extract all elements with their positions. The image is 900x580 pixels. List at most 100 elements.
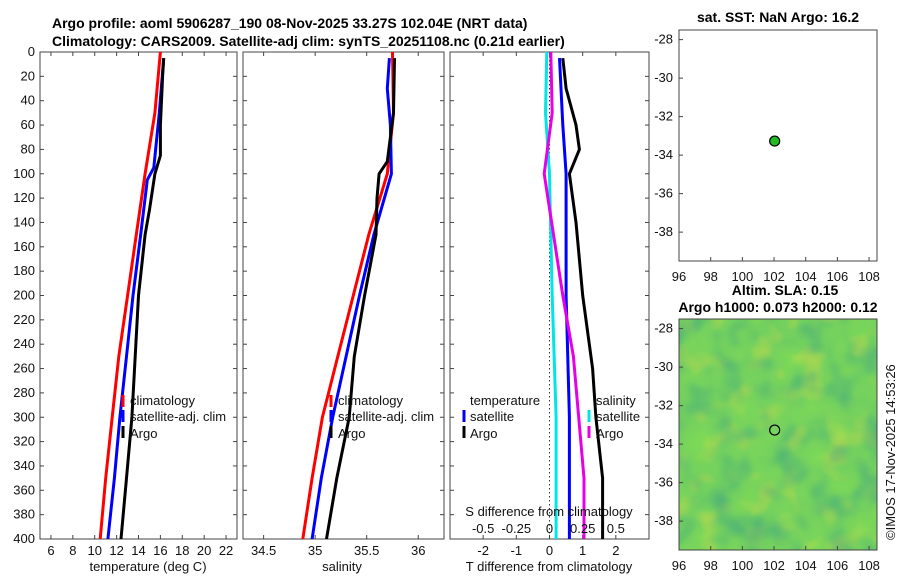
depth-tick-label: 0 (28, 44, 35, 59)
depth-tick-label: 100 (13, 166, 35, 181)
t-difference-xlabel: T difference from climatology (466, 559, 633, 574)
depth-tick-label: 160 (13, 239, 35, 254)
s-tick-label: -0.5 (472, 521, 494, 536)
x-tick-label: 10 (87, 543, 101, 558)
lon-tick-label: 102 (763, 269, 785, 284)
legend-label-argo: Argo (338, 426, 365, 441)
depth-tick-label: 60 (21, 117, 35, 132)
x-tick-label: 14 (131, 543, 145, 558)
x-tick-label: -2 (477, 543, 489, 558)
depth-tick-label: 320 (13, 434, 35, 449)
x-tick-label: 22 (219, 543, 233, 558)
lat-tick-label: -32 (654, 398, 673, 413)
series-line-salinity-argo (542, 52, 586, 539)
series-line-salinity-satellite (544, 52, 558, 539)
x-tick-label: 35.5 (354, 543, 379, 558)
s-tick-label: -0.25 (502, 521, 532, 536)
depth-tick-label: 120 (13, 190, 35, 205)
x-tick-label: 0 (546, 543, 553, 558)
x-tick-label: 6 (47, 543, 54, 558)
temperature-panel: 0 20 40 60 80 100 120 140 160 180 200 220 240 260 280 3… (13, 44, 238, 574)
lon-tick-label: 98 (703, 269, 717, 284)
depth-tick-label: 220 (13, 312, 35, 327)
depth-tick-label: 200 (13, 288, 35, 303)
lon-tick-label: 98 (703, 558, 717, 573)
lat-tick-label: -38 (654, 224, 673, 239)
x-tick-label: 12 (109, 543, 123, 558)
lon-tick-label: 102 (763, 558, 785, 573)
lon-tick-label: 96 (672, 269, 686, 284)
depth-tick-label: 300 (13, 409, 35, 424)
sla-map-panel: Altim. SLA: 0.15 Argo h1000: 0.073 h2000… (654, 282, 880, 573)
legend-title-temperature: temperature (470, 393, 540, 408)
series-line-argo (119, 58, 166, 539)
depth-tick-label: 340 (13, 458, 35, 473)
s-tick-label: 0.25 (570, 521, 595, 536)
depth-tick-label: 240 (13, 336, 35, 351)
s-tick-label: 0.5 (607, 521, 625, 536)
temperature-series (98, 52, 166, 539)
lat-tick-label: -36 (654, 186, 673, 201)
x-tick-label: 16 (153, 543, 167, 558)
lat-tick-label: -28 (654, 32, 673, 47)
depth-tick-label: 40 (21, 93, 35, 108)
x-tick-label: 2 (612, 543, 619, 558)
series-line-temperature-satellite (558, 58, 571, 539)
salinity-panel: 34.5 35 35.5 36 salinity climatology satell… (242, 51, 445, 574)
x-tick-label: 36 (411, 543, 425, 558)
sst-map-title: sat. SST: NaN Argo: 16.2 (697, 9, 859, 25)
lat-tick-label: -36 (654, 475, 673, 490)
lon-tick-label: 100 (732, 269, 754, 284)
lat-tick-label: -30 (654, 70, 673, 85)
figure-title-line1: Argo profile: aoml 5906287_190 08-Nov-20… (52, 15, 527, 31)
s-difference-label: S difference from climatology (465, 504, 633, 519)
lat-tick-label: -34 (654, 436, 673, 451)
legend-label-t-satellite: satellite (470, 409, 514, 424)
depth-tick-label: 360 (13, 482, 35, 497)
lon-tick-label: 106 (827, 558, 849, 573)
difference-legend-salinity: salinity satellite Argo (587, 393, 640, 441)
sla-map-box (678, 318, 878, 551)
sst-map-panel: sat. SST: NaN Argo: 16.2 96 98 100 102 104 10… (654, 9, 880, 284)
x-tick-label: 18 (175, 543, 189, 558)
legend-title-salinity: salinity (596, 393, 636, 408)
legend-label-satellite: satellite-adj. clim (130, 409, 226, 424)
series-line-temperature-argo (561, 57, 605, 539)
lat-tick-label: -28 (654, 321, 673, 336)
sla-map-points (769, 424, 781, 436)
series-line-satellite-adj-clim (310, 57, 393, 539)
legend-label-climatology: climatology (130, 393, 196, 408)
depth-tick-label: 80 (21, 141, 35, 156)
depth-tick-label: 380 (13, 507, 35, 522)
x-tick-label: 20 (197, 543, 211, 558)
sla-map-ticks: 96 98 100 102 104 106 108 -28 -30 -32 -34 -36 -38 (654, 321, 880, 573)
legend-label-s-argo: Argo (596, 426, 623, 441)
difference-depth-ticks (450, 51, 649, 540)
salinity-series (301, 52, 396, 539)
x-tick-label: 34.5 (251, 543, 276, 558)
argo-position-marker (769, 424, 781, 436)
depth-tick-label: 20 (21, 68, 35, 83)
depth-tick-label: 400 (13, 531, 35, 546)
series-line-climatology (98, 52, 162, 539)
temperature-ticks: 6 8 10 12 14 16 18 20 22 (47, 52, 233, 558)
depth-tick-label: 280 (13, 385, 35, 400)
s-difference-ticks: -0.5 -0.25 0 0.25 0.5 (472, 521, 625, 536)
depth-tick-label: 180 (13, 263, 35, 278)
lon-tick-label: 104 (795, 269, 817, 284)
legend-label-t-argo: Argo (470, 426, 497, 441)
lon-tick-label: 108 (858, 269, 880, 284)
series-line-satellite-adj-clim (106, 57, 166, 539)
salinity-depth-ticks (243, 51, 444, 540)
x-tick-label: 8 (69, 543, 76, 558)
salinity-ticks: 34.5 35 35.5 36 (251, 52, 425, 558)
x-tick-label: 35 (308, 543, 322, 558)
lat-tick-label: -32 (654, 109, 673, 124)
difference-legend-temperature: temperature satellite Argo (462, 393, 540, 441)
difference-panel: -2 -1 0 1 2 T difference from climatology S … (449, 51, 650, 574)
sla-map-title: Altim. SLA: 0.15 (732, 282, 839, 298)
lon-tick-label: 104 (795, 558, 817, 573)
legend-label-argo: Argo (130, 426, 157, 441)
series-line-argo (325, 58, 396, 539)
